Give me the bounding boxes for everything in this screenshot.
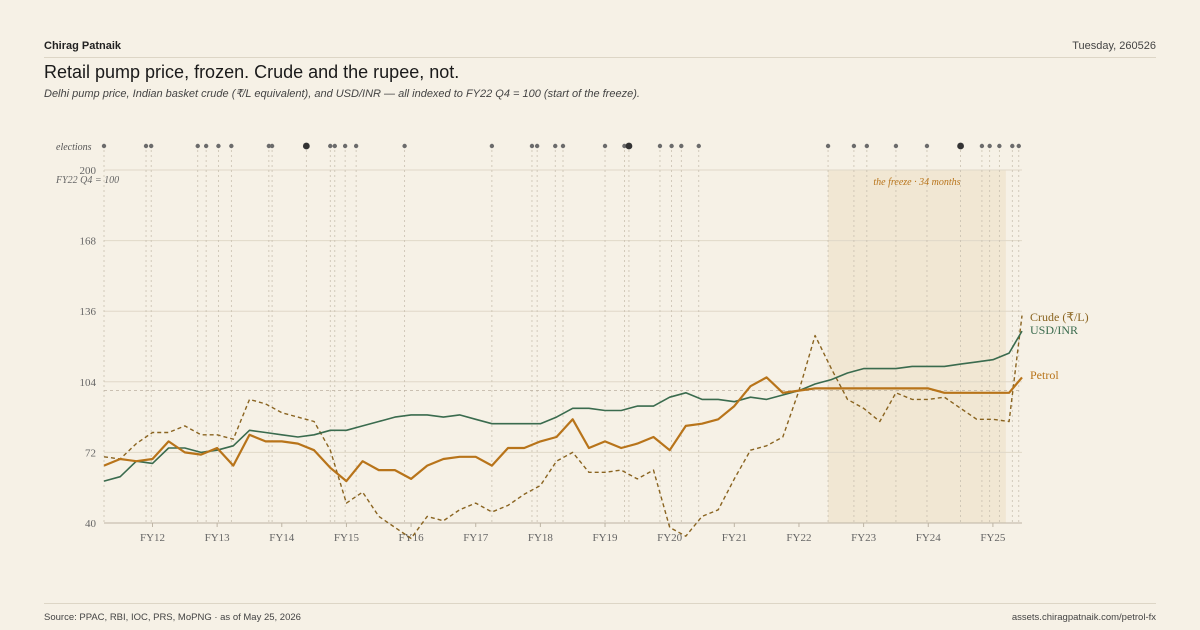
- election-dot: [342, 143, 348, 149]
- election-dot: [602, 143, 608, 149]
- series-label: Petrol: [1030, 368, 1059, 382]
- election-dot: [560, 143, 566, 149]
- election-dot: [489, 143, 495, 149]
- election-dot: [332, 143, 337, 149]
- series-label: USD/INR: [1030, 323, 1078, 337]
- x-tick-label: FY24: [916, 532, 942, 544]
- x-tick-label: FY23: [851, 532, 877, 544]
- y-tick-label: 168: [80, 236, 97, 248]
- election-dot: [402, 143, 407, 149]
- election-dot: [851, 143, 857, 149]
- source-note: Source: PPAC, RBI, IOC, PRS, MoPNG · as …: [44, 612, 301, 623]
- election-dot: [216, 143, 221, 149]
- y-tick-label: 104: [80, 377, 97, 389]
- x-tick-label: FY22: [786, 532, 811, 544]
- x-tick-label: FY12: [140, 532, 165, 544]
- election-dot: [622, 143, 627, 149]
- y-tick-label: 136: [80, 306, 97, 318]
- bottom-divider: [44, 603, 1156, 604]
- election-dot: [893, 143, 899, 149]
- header-date: Tuesday, 260526: [1072, 40, 1156, 52]
- election-dot: [229, 143, 234, 149]
- election-dot: [195, 143, 200, 149]
- election-dot: [669, 143, 674, 149]
- x-tick-label: FY13: [205, 532, 231, 544]
- elections-label: elections: [56, 142, 92, 153]
- election-dot: [534, 143, 540, 149]
- freeze-band: [828, 170, 1006, 523]
- election-dot: [825, 143, 831, 149]
- y-tick-label: 72: [85, 447, 96, 459]
- series-line-crude-l-: [103, 315, 1023, 540]
- election-dot: [979, 143, 985, 149]
- election-dot: [679, 143, 684, 149]
- x-tick-label: FY17: [463, 532, 489, 544]
- y-tick-label: 40: [85, 518, 97, 530]
- x-tick-label: FY15: [334, 532, 360, 544]
- election-dot: [148, 143, 154, 149]
- x-tick-label: FY14: [269, 532, 295, 544]
- election-dot: [657, 143, 663, 149]
- election-dot: [625, 142, 633, 150]
- x-tick-label: FY25: [980, 532, 1006, 544]
- x-tick-label: FY20: [657, 532, 683, 544]
- election-dot: [997, 143, 1002, 149]
- x-tick-label: FY18: [528, 532, 554, 544]
- election-dot: [553, 143, 558, 149]
- election-dot: [328, 143, 333, 149]
- chart-subtitle: Delhi pump price, Indian basket crude (₹…: [44, 88, 640, 100]
- base-label: FY22 Q4 = 100: [55, 175, 119, 186]
- author-name: Chirag Patnaik: [44, 40, 122, 52]
- election-dot: [203, 143, 209, 149]
- x-tick-label: FY21: [722, 532, 747, 544]
- x-tick-label: FY19: [592, 532, 618, 544]
- election-dot: [987, 143, 992, 149]
- y-tick-label: 200: [80, 165, 97, 177]
- election-dot: [529, 143, 535, 149]
- source-url[interactable]: assets.chiragpatnaik.com/petrol-fx: [1011, 612, 1156, 623]
- election-dot: [143, 143, 149, 149]
- series-label: Crude (₹/L): [1030, 310, 1089, 324]
- election-dot: [1016, 143, 1021, 149]
- election-dot: [266, 143, 272, 149]
- election-dot: [924, 143, 930, 149]
- election-dot: [302, 142, 310, 150]
- election-dot: [1010, 143, 1015, 149]
- series-line-petrol: [103, 376, 1023, 483]
- chart-title: Retail pump price, frozen. Crude and the…: [44, 62, 460, 82]
- election-dot: [101, 143, 107, 149]
- freeze-label: the freeze · 34 months: [873, 177, 960, 188]
- election-dot: [957, 142, 964, 150]
- election-dot: [353, 143, 359, 149]
- top-divider: [44, 57, 1156, 58]
- election-dot: [696, 143, 701, 149]
- election-dot: [864, 143, 870, 149]
- election-dot: [269, 143, 275, 149]
- series-line-usd-inr: [103, 330, 1023, 482]
